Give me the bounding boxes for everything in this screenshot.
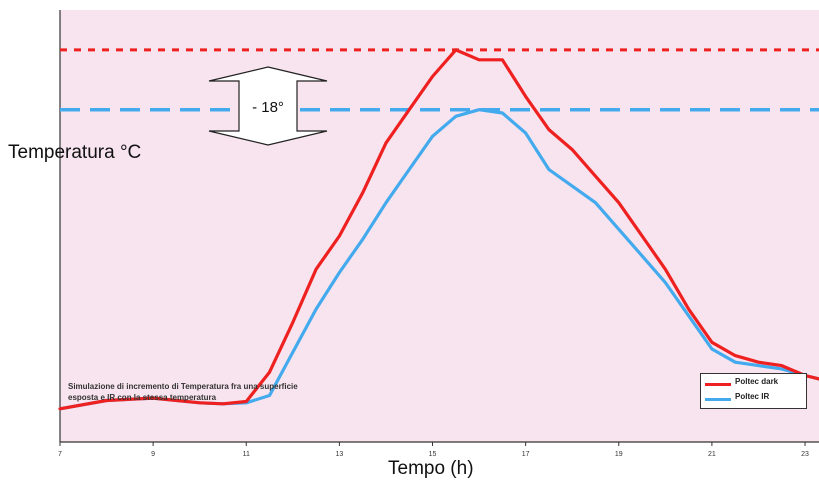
reference-lines <box>60 48 819 112</box>
plot-area <box>60 10 819 442</box>
x-tick-label: 23 <box>801 451 809 458</box>
difference-arrow: - 18° <box>208 66 328 146</box>
x-tick-label: 21 <box>708 451 716 458</box>
x-tick-label: 9 <box>151 451 155 458</box>
legend-swatch-red <box>705 383 731 386</box>
legend-label-red: Poltec dark <box>735 377 779 386</box>
x-axis-label: Tempo (h) <box>388 458 474 479</box>
y-axis-label: Temperatura °C <box>8 142 142 163</box>
x-tick-label: 19 <box>615 451 623 458</box>
legend: Poltec dark Poltec IR <box>700 373 807 409</box>
double-arrow-icon <box>208 66 328 146</box>
x-tick-label: 7 <box>58 451 62 458</box>
x-tick-label: 11 <box>243 451 250 458</box>
x-tick-label: 15 <box>429 451 437 458</box>
x-tick-label: 17 <box>522 451 530 458</box>
legend-item-blue: Poltec IR <box>705 392 805 406</box>
series-group <box>58 48 819 411</box>
series-line-red <box>58 48 819 411</box>
legend-item-red: Poltec dark <box>705 377 805 391</box>
chart-note: Simulazione di incremento di Temperatura… <box>68 382 298 402</box>
legend-label-blue: Poltec IR <box>735 392 770 401</box>
legend-swatch-blue <box>705 398 731 401</box>
x-tick-label: 13 <box>335 451 343 458</box>
difference-label: - 18° <box>252 99 284 116</box>
x-ticks: 7 9 11 13 15 17 19 21 23 <box>58 442 809 458</box>
